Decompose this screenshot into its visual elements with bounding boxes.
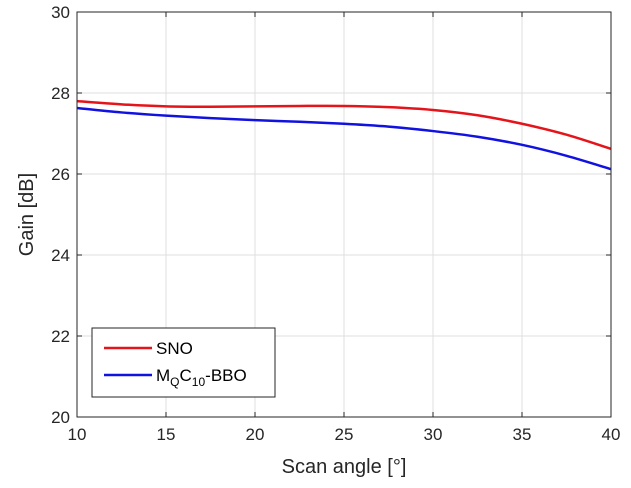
legend-label-part: M [156, 366, 170, 385]
x-tick-label: 30 [424, 425, 443, 444]
legend-label-part: -BBO [205, 366, 247, 385]
legend-label-part: SNO [156, 339, 193, 358]
legend-label: SNO [156, 339, 193, 358]
legend: SNO MQC10-BBO [91, 327, 276, 398]
series-line-mqc10-bbo [76, 106, 612, 171]
axis-ticks: 10 15 20 25 30 35 40 20 22 24 26 28 30 [51, 3, 620, 444]
series-lines [76, 99, 612, 171]
legend-label-subscript: Q [170, 375, 179, 389]
y-tick-label: 20 [51, 408, 70, 427]
y-tick-label: 26 [51, 165, 70, 184]
x-tick-label: 15 [157, 425, 176, 444]
legend-box [91, 327, 276, 398]
x-tick-label: 10 [68, 425, 87, 444]
y-tick-label: 28 [51, 84, 70, 103]
series-line-sno [76, 99, 612, 151]
y-tick-label: 24 [51, 246, 70, 265]
y-tick-label: 22 [51, 327, 70, 346]
x-tick-label: 20 [246, 425, 265, 444]
legend-label-part: C [180, 366, 192, 385]
x-tick-label: 40 [602, 425, 621, 444]
x-tick-label: 35 [513, 425, 532, 444]
x-tick-label: 25 [335, 425, 354, 444]
y-axis-label: Gain [dB] [16, 173, 38, 256]
y-tick-label: 30 [51, 3, 70, 22]
legend-label: MQC10-BBO [156, 366, 247, 389]
legend-label-subscript: 10 [192, 375, 206, 389]
x-axis-label: Scan angle [°] [282, 456, 407, 478]
